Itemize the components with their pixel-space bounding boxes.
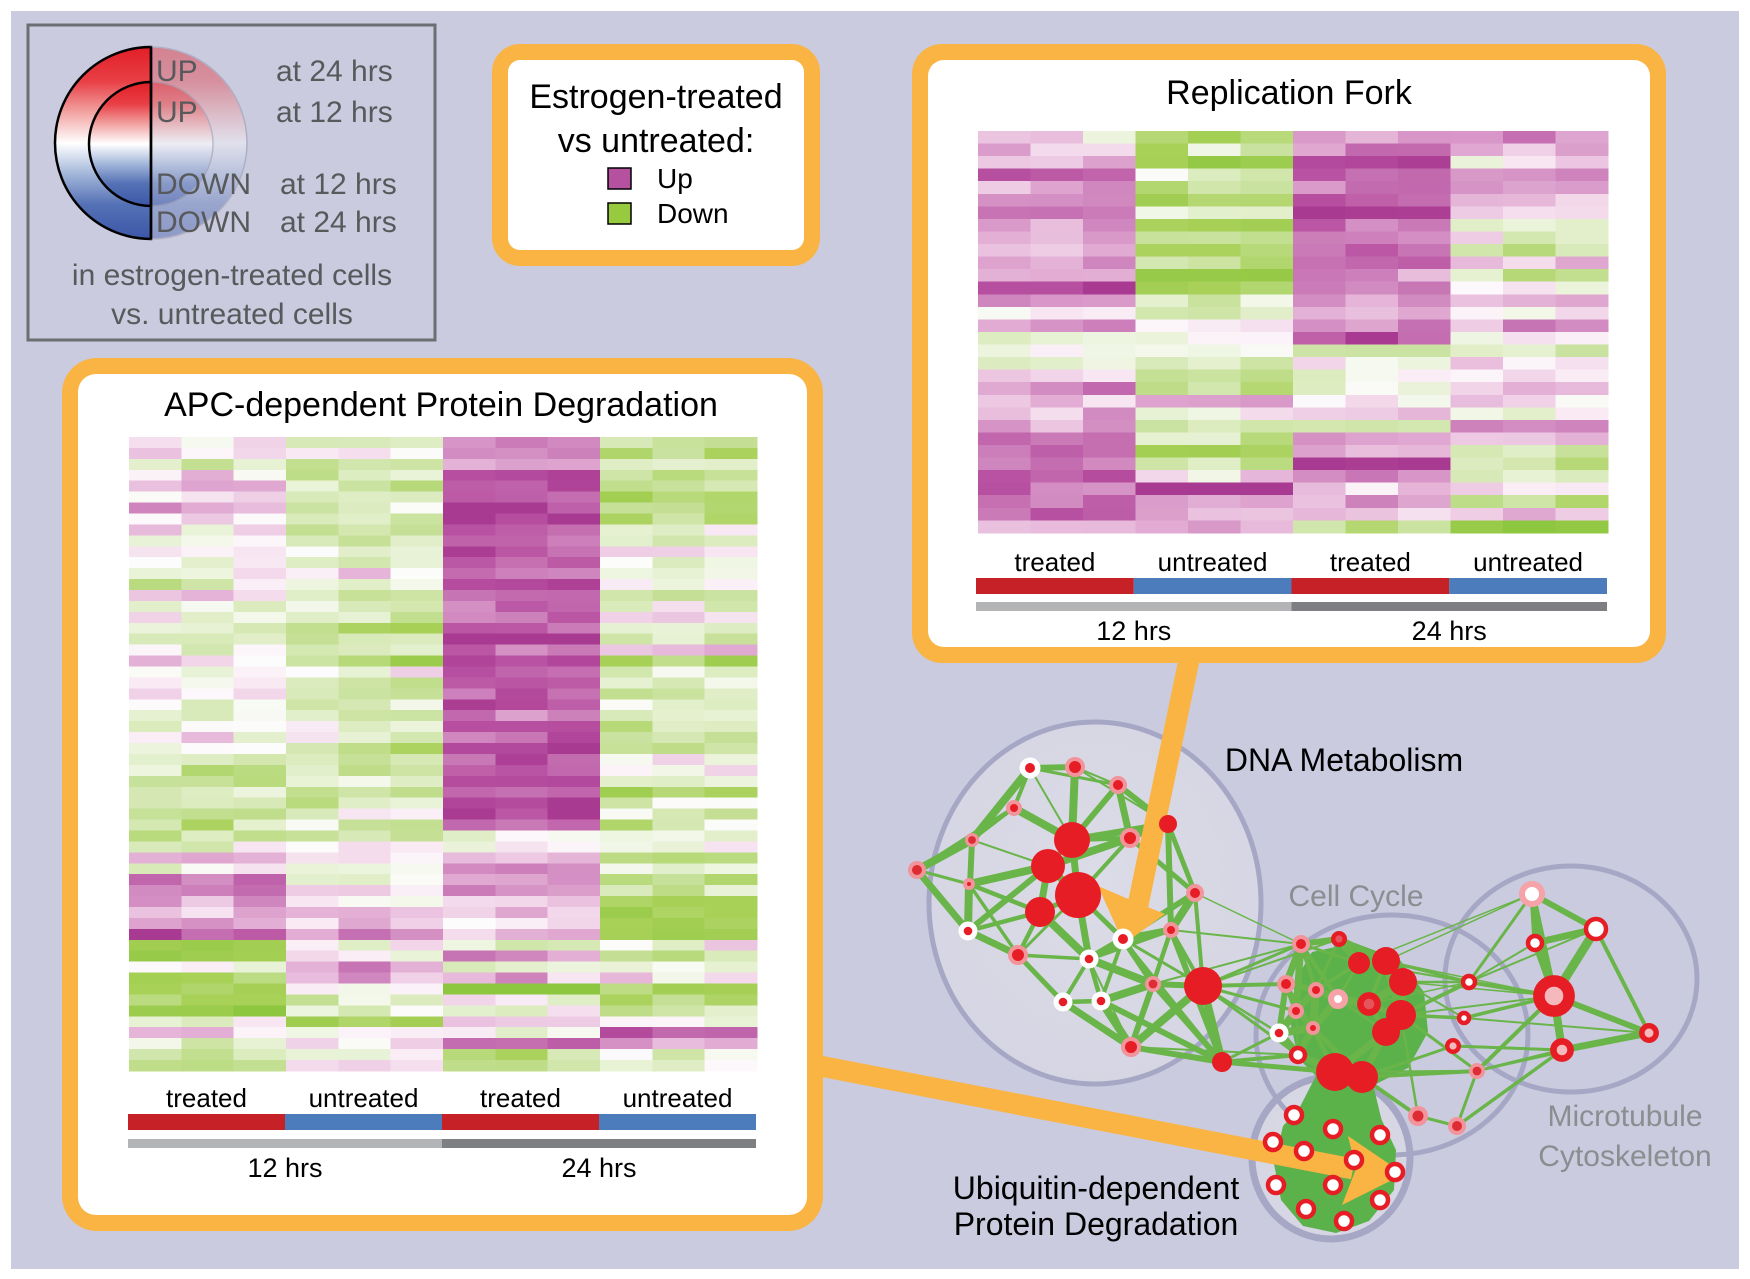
svg-text:at 12 hrs: at 12 hrs [280, 168, 397, 201]
svg-text:12 hrs: 12 hrs [247, 1153, 322, 1183]
svg-text:treated: treated [480, 1083, 561, 1113]
svg-text:untreated: untreated [1473, 547, 1583, 577]
svg-text:in estrogen-treated cells: in estrogen-treated cells [72, 259, 392, 292]
svg-text:vs. untreated cells: vs. untreated cells [111, 298, 353, 331]
svg-text:UP: UP [156, 96, 198, 129]
svg-text:Cell Cycle: Cell Cycle [1288, 880, 1423, 913]
svg-text:treated: treated [1330, 547, 1411, 577]
svg-text:untreated: untreated [309, 1083, 419, 1113]
svg-text:DOWN: DOWN [156, 168, 251, 201]
svg-text:DNA Metabolism: DNA Metabolism [1225, 742, 1463, 778]
svg-text:treated: treated [166, 1083, 247, 1113]
svg-text:untreated: untreated [1158, 547, 1268, 577]
svg-text:24 hrs: 24 hrs [1412, 616, 1487, 646]
svg-text:12 hrs: 12 hrs [1096, 616, 1171, 646]
svg-text:Replication Fork: Replication Fork [1166, 74, 1413, 112]
svg-text:Protein Degradation: Protein Degradation [954, 1206, 1239, 1242]
svg-text:at 24 hrs: at 24 hrs [276, 55, 393, 88]
svg-text:24 hrs: 24 hrs [561, 1153, 636, 1183]
svg-text:Down: Down [657, 198, 729, 229]
svg-text:at 12 hrs: at 12 hrs [276, 96, 393, 129]
svg-text:at 24 hrs: at 24 hrs [280, 206, 397, 239]
svg-text:Microtubule: Microtubule [1547, 1100, 1702, 1133]
svg-text:untreated: untreated [623, 1083, 733, 1113]
svg-text:UP: UP [156, 55, 198, 88]
svg-text:treated: treated [1014, 547, 1095, 577]
svg-text:APC-dependent Protein Degradat: APC-dependent Protein Degradation [164, 386, 718, 424]
svg-text:Estrogen-treated: Estrogen-treated [529, 78, 782, 116]
svg-text:Cytoskeleton: Cytoskeleton [1538, 1140, 1711, 1173]
svg-text:Up: Up [657, 163, 693, 194]
svg-text:DOWN: DOWN [156, 206, 251, 239]
svg-text:vs untreated:: vs untreated: [558, 122, 755, 160]
svg-text:Ubiquitin-dependent: Ubiquitin-dependent [953, 1170, 1240, 1206]
